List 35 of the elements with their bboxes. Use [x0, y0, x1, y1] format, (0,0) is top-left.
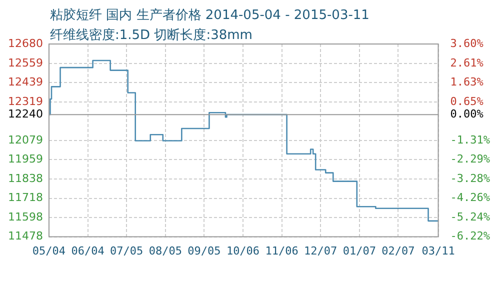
y2-tick-label: -6.22% — [450, 230, 490, 243]
y-tick-label: 12680 — [8, 36, 43, 50]
y-tick-label: 11959 — [8, 152, 43, 166]
y-tick-label: 11598 — [8, 210, 43, 224]
y2-tick-label: -2.29% — [450, 152, 490, 166]
x-tick-label: 09/05 — [188, 244, 221, 258]
y-tick-label: 12439 — [8, 76, 43, 89]
y2-tick-label: -5.24% — [450, 210, 490, 224]
x-tick-label: 02/07 — [382, 244, 415, 258]
y-tick-label: 11718 — [8, 191, 43, 204]
x-tick-label: 06/04 — [71, 244, 105, 258]
y-tick-label: 12559 — [8, 56, 43, 70]
y2-tick-label: 3.60% — [450, 36, 484, 50]
y-tick-label: 12079 — [8, 133, 43, 146]
chart-subtitle: 纤维线密度:1.5D 切断长度:38mm — [50, 27, 252, 44]
x-tick-label: 12/07 — [304, 244, 338, 258]
x-tick-label: 10/06 — [226, 244, 260, 258]
y-tick-label: 11478 — [8, 230, 43, 243]
x-tick-label: 07/05 — [110, 244, 144, 258]
y2-tick-label: -1.31% — [450, 133, 490, 146]
y2-tick-label: -3.28% — [450, 172, 490, 185]
y2-tick-label: -4.26% — [450, 191, 490, 204]
x-tick-label: 03/11 — [422, 244, 455, 258]
y2-tick-label: 2.61% — [450, 56, 484, 70]
y2-tick-label: 1.63% — [450, 76, 484, 89]
x-tick-label: 11/06 — [265, 244, 298, 258]
x-tick-label: 05/04 — [32, 244, 66, 258]
y2-tick-label: 0.00% — [450, 108, 484, 121]
y-tick-label: 11838 — [8, 172, 43, 185]
x-tick-label: 01/07 — [342, 244, 376, 258]
chart-title: 粘胶短纤 国内 生产者价格 2014-05-04 - 2015-03-11 — [50, 7, 370, 24]
y-tick-label: 12319 — [8, 94, 43, 108]
y2-tick-label: 0.65% — [450, 94, 484, 108]
x-tick-label: 08/05 — [148, 244, 182, 258]
y-tick-label: 12240 — [8, 107, 43, 120]
